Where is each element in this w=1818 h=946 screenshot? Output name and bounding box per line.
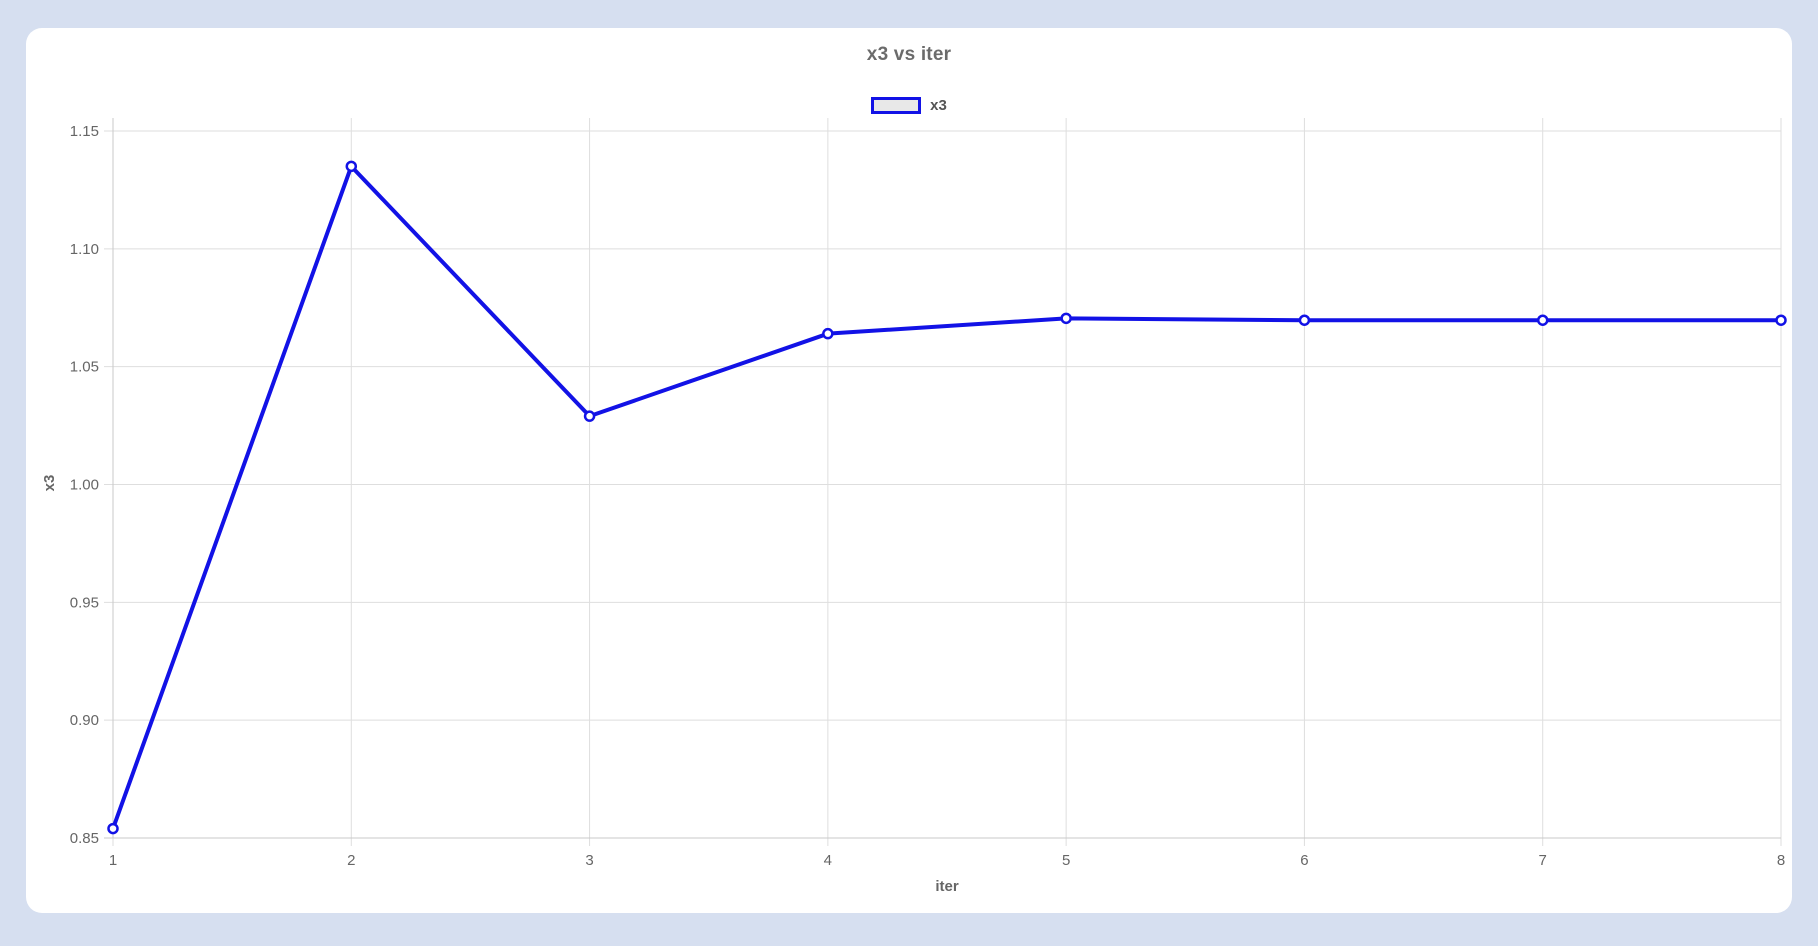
legend-swatch [871,97,922,114]
x-tick-label: 8 [1777,852,1785,869]
chart-title: x3 vs iter [866,44,952,65]
x-tick-label: 3 [585,852,593,869]
data-point[interactable] [1060,312,1072,325]
y-tick-label: 1.15 [70,123,99,140]
y-tick-label: 1.00 [70,477,99,494]
series-line [111,164,1783,831]
data-point[interactable] [1775,314,1787,326]
data-point[interactable] [1298,314,1311,326]
x-tick-label: 1 [109,852,117,869]
data-point[interactable] [583,410,596,422]
x-tick-label: 6 [1300,852,1308,869]
legend[interactable]: x3 [0,97,1818,114]
x-axis-label: iter [935,878,959,895]
y-axis-label: x3 [41,474,58,492]
x-tick-label: 7 [1539,852,1547,869]
data-point[interactable] [345,160,358,173]
x-tick-label: 5 [1062,852,1070,869]
y-tick-label: 0.85 [70,830,99,847]
data-point[interactable] [107,822,119,835]
y-tick-label: 0.95 [70,594,99,611]
data-point[interactable] [1536,314,1549,326]
y-tick-label: 0.90 [70,712,99,729]
legend-label: x3 [930,97,947,114]
data-point[interactable] [822,327,834,340]
y-tick-label: 1.10 [70,241,99,258]
x-tick-label: 4 [824,852,832,869]
y-tick-label: 1.05 [70,359,99,376]
x-tick-label: 2 [347,852,355,869]
chart-card [26,28,1792,913]
